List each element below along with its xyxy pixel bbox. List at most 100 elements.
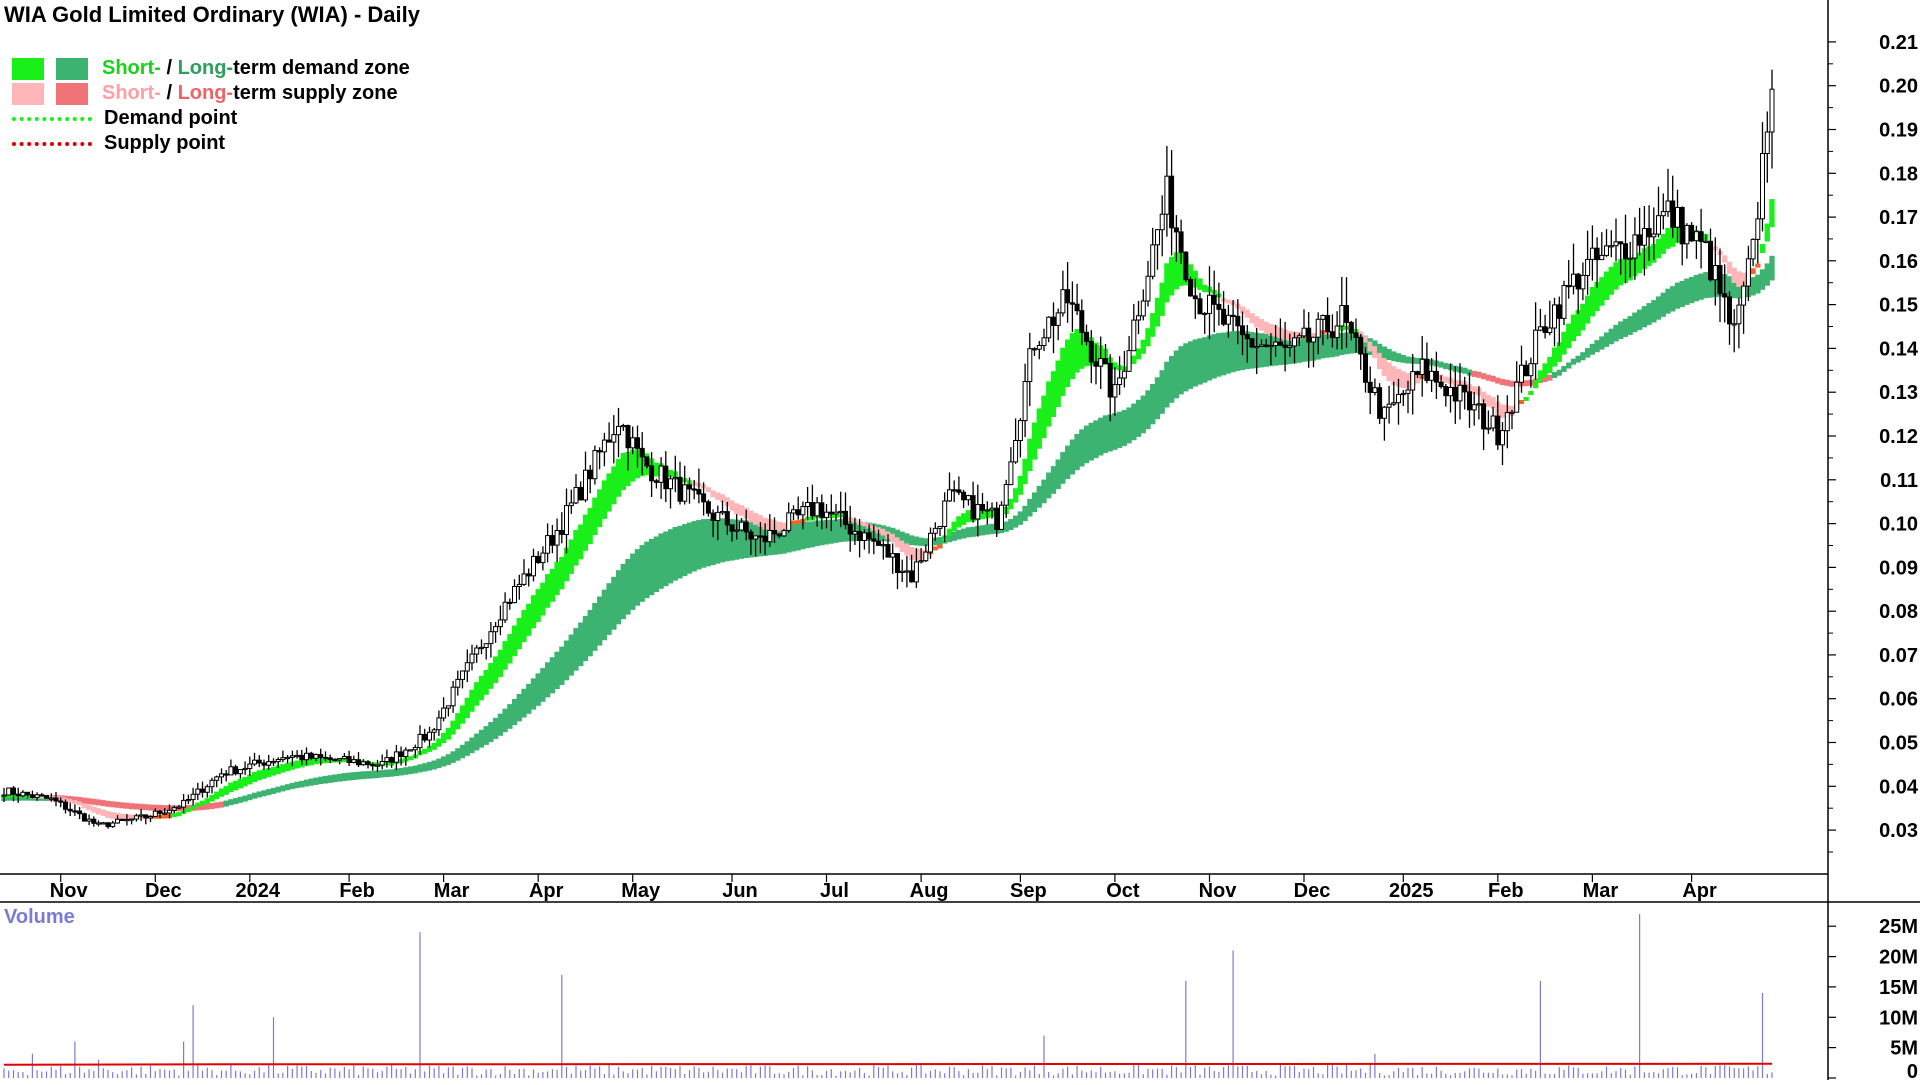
long-term-zone-segment [682, 524, 688, 577]
y-tick-label: 0.07 [1879, 645, 1918, 667]
candle-body [1722, 293, 1728, 298]
x-tick-label: Dec [1294, 880, 1331, 902]
short-term-zone-segment [426, 745, 433, 752]
short-term-zone-segment [1518, 400, 1525, 404]
candle-body [408, 749, 413, 752]
candle-body [341, 756, 347, 760]
long-term-zone-segment [237, 796, 244, 803]
long-term-zone-segment [1017, 511, 1024, 525]
y-tick-label: 0.13 [1879, 382, 1918, 404]
candle-body [1405, 389, 1411, 394]
candle-body [890, 553, 896, 558]
long-term-zone-segment [110, 801, 116, 808]
short-term-zone-segment [620, 453, 626, 490]
candle-body [1523, 364, 1529, 377]
long-term-zone-segment [1542, 376, 1548, 382]
short-term-zone-segment [526, 603, 532, 636]
y-tick-label: 0.16 [1879, 251, 1918, 273]
long-term-zone-segment [1192, 339, 1198, 387]
long-term-zone-segment [365, 771, 371, 779]
short-term-zone-segment [441, 732, 447, 744]
long-term-zone-segment [294, 781, 300, 789]
candle-body [1225, 314, 1231, 325]
candle-body [1069, 302, 1075, 305]
candle-body [280, 757, 286, 761]
long-term-zone-segment [516, 694, 522, 722]
candle-body [710, 512, 716, 521]
candle-body [1684, 224, 1690, 245]
long-term-zone-segment [620, 563, 626, 620]
short-term-zone-segment [1755, 263, 1761, 268]
long-term-zone-segment [105, 800, 111, 807]
candle-body [1415, 371, 1420, 376]
legend-demand-zone: Short- / Long- term demand zone [12, 56, 410, 81]
candle-body [734, 529, 740, 532]
short-term-zone-segment [554, 561, 560, 596]
candle-body [677, 477, 683, 502]
long-term-zone-segment [1159, 370, 1165, 414]
candle-body [1594, 247, 1600, 261]
long-term-zone-segment [507, 704, 513, 729]
long-term-zone-segment [360, 771, 366, 780]
short-term-zone-segment [280, 764, 286, 773]
x-tick-label: Oct [1106, 880, 1140, 902]
short-term-zone-segment [502, 641, 508, 670]
long-term-zone-segment [1613, 324, 1619, 342]
long-term-zone-segment [965, 527, 972, 538]
candle-body [1117, 377, 1123, 385]
long-term-zone-segment [1618, 321, 1624, 339]
legend-sep-2: / [160, 82, 178, 104]
short-term-zone-segment [1254, 316, 1260, 328]
candle-body [1060, 289, 1066, 314]
candle-body [1017, 420, 1023, 442]
candle-body [1084, 331, 1089, 342]
candle-body [1566, 285, 1572, 288]
short-term-zone-segment [729, 500, 735, 511]
candle-body [1500, 430, 1505, 446]
short-term-zone-segment [185, 808, 192, 813]
legend-sep-1: / [160, 57, 178, 79]
long-term-zone-segment [696, 519, 702, 570]
long-term-zone-segment [686, 522, 693, 574]
long-term-zone-segment [218, 801, 225, 808]
candle-body [1348, 321, 1354, 334]
candle-body [1764, 131, 1770, 154]
long-term-zone-segment [814, 520, 820, 547]
long-term-zone-segment [1395, 353, 1402, 362]
long-term-zone-segment [1566, 362, 1572, 369]
long-term-zone-segment [1178, 346, 1184, 395]
short-term-zone-segment [237, 778, 244, 789]
candle-body [167, 809, 172, 814]
long-term-zone-segment [1202, 337, 1208, 383]
candle-body [417, 733, 423, 749]
short-term-zone-segment [521, 610, 527, 643]
short-term-zone-segment [1372, 346, 1378, 359]
long-term-zone-segment [1325, 334, 1331, 358]
short-term-zone-segment [1575, 309, 1581, 337]
candle-body [1623, 243, 1628, 260]
short-term-zone-segment [81, 803, 88, 809]
long-term-zone-segment [355, 771, 362, 780]
long-term-zone-segment [691, 521, 697, 572]
candle-body [1712, 265, 1718, 281]
y-tick-label: 0.20 [1879, 76, 1918, 98]
short-term-zone-segment [1065, 339, 1071, 387]
long-term-zone-segment [1391, 351, 1397, 362]
candle-body [1660, 211, 1666, 217]
long-term-zone-segment [1499, 379, 1506, 385]
candle-body [129, 818, 135, 821]
candle-body [360, 761, 366, 766]
candle-body [611, 434, 617, 443]
long-term-zone-segment [1575, 355, 1581, 363]
short-term-zone-segment [1031, 422, 1038, 460]
long-term-zone-segment [441, 756, 447, 767]
candle-body [1363, 353, 1368, 383]
short-term-zone-segment [946, 528, 953, 536]
short-term-zone-segment [195, 802, 201, 808]
short-term-zone-segment [1589, 287, 1596, 317]
long-term-zone-segment [1003, 521, 1009, 532]
candle-body [583, 469, 588, 501]
candle-body [1292, 337, 1297, 347]
candle-body [1235, 315, 1241, 327]
long-term-zone-segment [412, 765, 418, 774]
